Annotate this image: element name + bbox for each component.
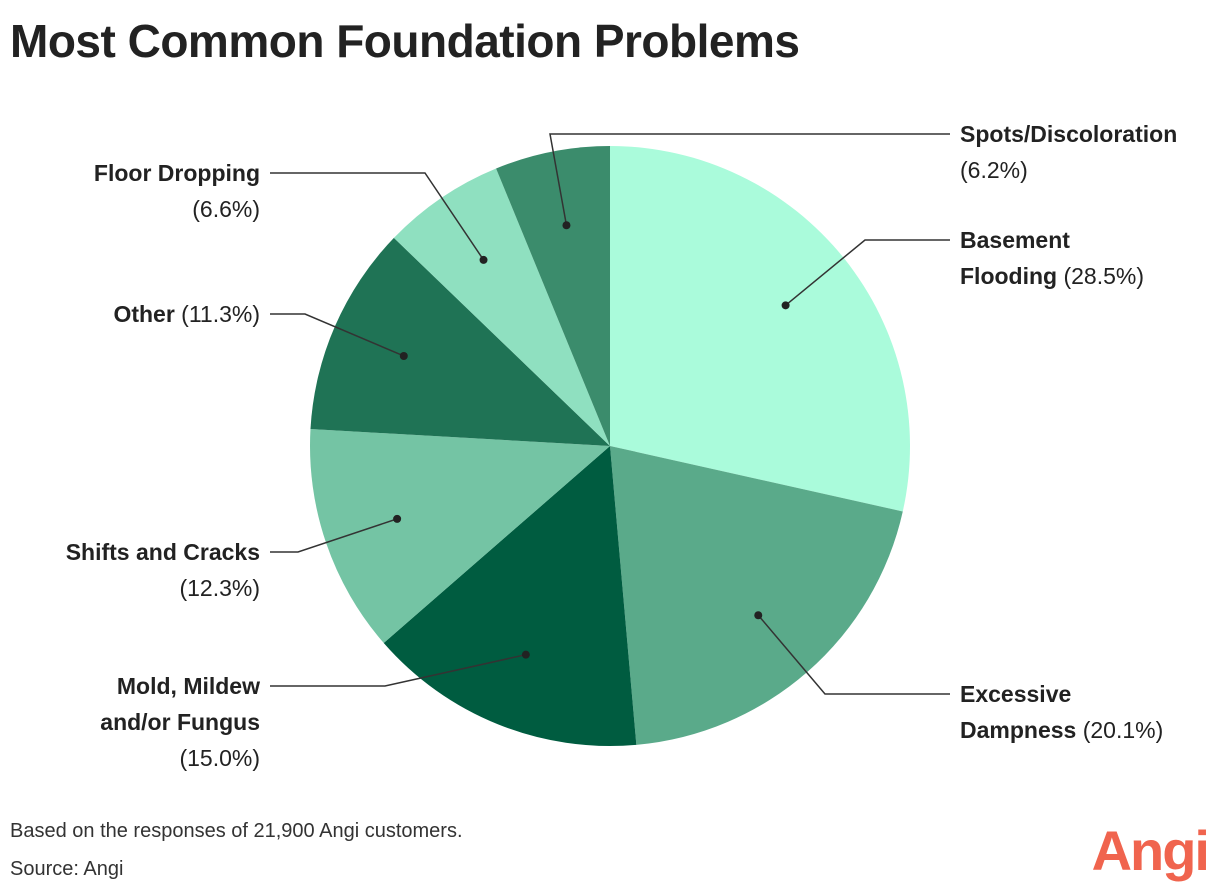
leader-line bbox=[757, 614, 950, 695]
note: Based on the responses of 21,900 Angi cu… bbox=[10, 820, 463, 842]
logo: Angi bbox=[1091, 819, 1210, 882]
pie-slice bbox=[393, 168, 610, 446]
leader-dot bbox=[479, 255, 488, 264]
slice-label: Spots/Discoloration (6.2%) bbox=[960, 116, 1210, 188]
value-label: (6.2%) bbox=[960, 157, 1028, 183]
category-label: Shifts and Cracks bbox=[65, 539, 260, 565]
leader-dot bbox=[393, 514, 402, 523]
leader-line bbox=[270, 313, 405, 357]
category-label: Mold, Mildew and/or Fungus bbox=[100, 673, 260, 735]
leader-dot bbox=[754, 611, 763, 620]
value-label: (20.1%) bbox=[1082, 717, 1164, 743]
leader-line bbox=[549, 133, 950, 226]
value-label: (11.3%) bbox=[181, 301, 260, 327]
category-label: Floor Dropping bbox=[93, 160, 260, 186]
slice-label: Mold, Mildew and/or Fungus (15.0%) bbox=[60, 668, 260, 776]
leader-dot bbox=[399, 351, 408, 360]
pie-slice bbox=[610, 446, 903, 745]
slice-label: Shifts and Cracks (12.3%) bbox=[25, 534, 260, 606]
leader-dot bbox=[562, 221, 571, 230]
leader-line bbox=[270, 518, 398, 553]
pie-slice bbox=[610, 146, 910, 512]
category-label: Excessive Dampness bbox=[960, 681, 1077, 743]
value-label: (12.3%) bbox=[179, 575, 260, 601]
slice-label: Floor Dropping (6.6%) bbox=[55, 155, 260, 227]
pie-slice bbox=[496, 146, 610, 446]
leader-line bbox=[270, 653, 527, 687]
pie-slice bbox=[383, 446, 637, 746]
category-label: Basement Flooding bbox=[960, 227, 1070, 289]
category-label: Spots/Discoloration bbox=[960, 121, 1178, 147]
value-label: (6.6%) bbox=[192, 196, 260, 222]
pie-slice bbox=[309, 429, 610, 643]
category-label: Other bbox=[113, 301, 175, 327]
leader-line bbox=[785, 239, 950, 306]
chart-title: Most Common Foundation Problems bbox=[10, 15, 800, 67]
source: Source: Angi bbox=[10, 858, 124, 880]
value-label: (28.5%) bbox=[1063, 263, 1145, 289]
leader-line bbox=[270, 172, 485, 261]
leader-dot bbox=[781, 301, 790, 310]
value-label: (15.0%) bbox=[179, 745, 260, 771]
slice-label: Basement Flooding (28.5%) bbox=[960, 222, 1165, 294]
pie-slice bbox=[310, 237, 610, 446]
slice-label: Excessive Dampness (20.1%) bbox=[960, 676, 1165, 748]
slice-label: Other (11.3%) bbox=[20, 296, 260, 332]
leader-dot bbox=[521, 650, 530, 659]
